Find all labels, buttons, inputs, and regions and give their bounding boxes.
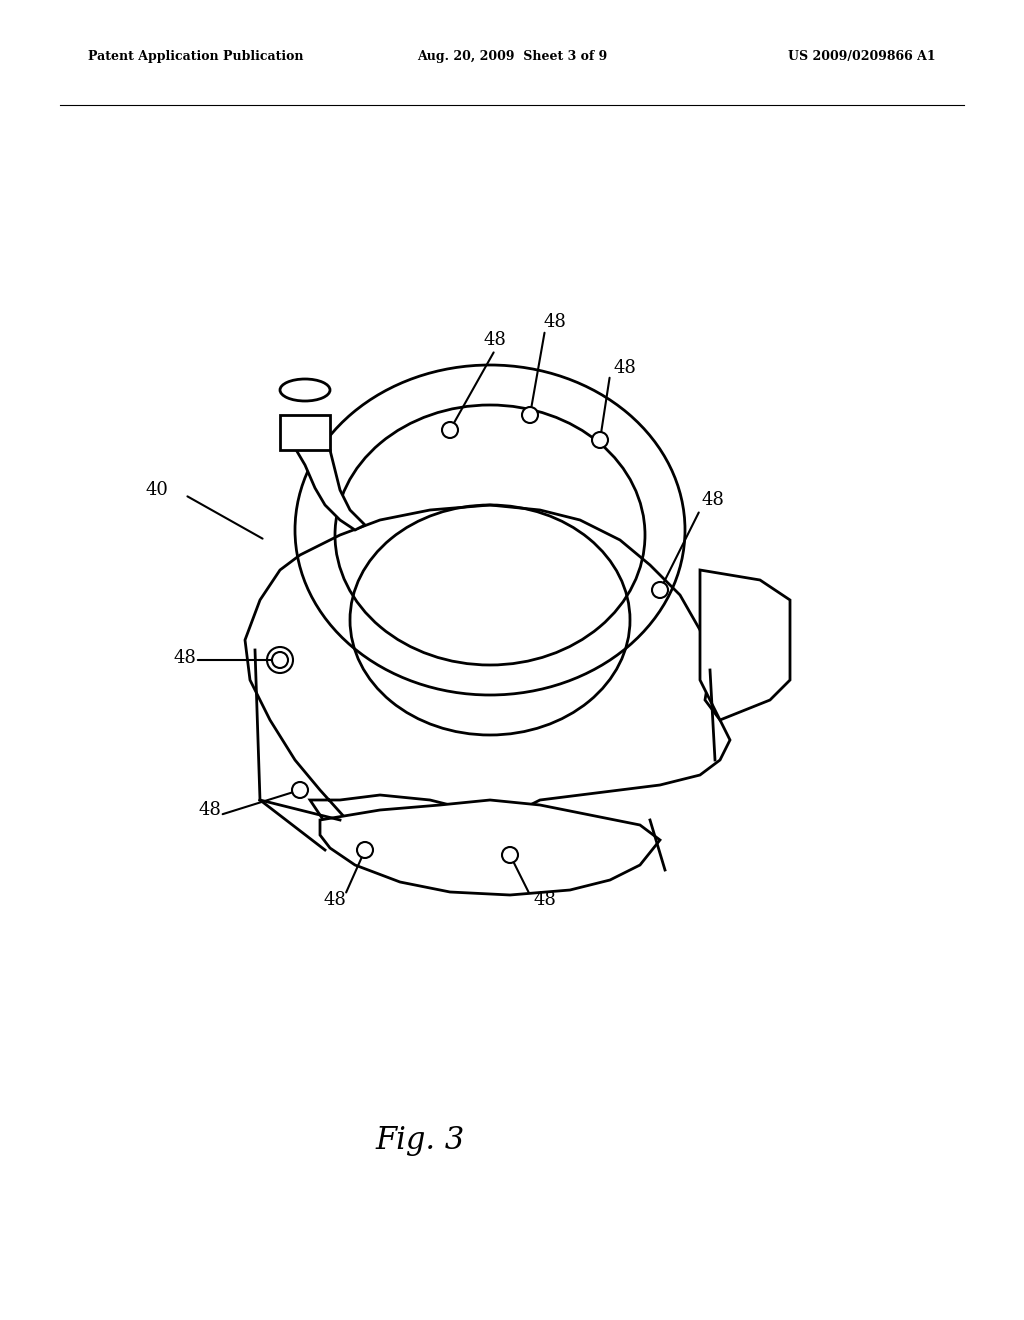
Text: 48: 48	[544, 313, 566, 331]
PathPatch shape	[700, 570, 790, 719]
Text: 48: 48	[324, 891, 346, 909]
Text: Fig. 3: Fig. 3	[376, 1125, 465, 1156]
Circle shape	[592, 432, 608, 447]
PathPatch shape	[245, 506, 730, 840]
Text: 48: 48	[701, 491, 724, 510]
Text: 40: 40	[145, 480, 168, 499]
Circle shape	[272, 652, 288, 668]
Circle shape	[357, 842, 373, 858]
Text: Aug. 20, 2009  Sheet 3 of 9: Aug. 20, 2009 Sheet 3 of 9	[417, 50, 607, 63]
PathPatch shape	[290, 430, 365, 531]
Ellipse shape	[280, 379, 330, 401]
Circle shape	[652, 582, 668, 598]
Text: 48: 48	[199, 801, 221, 818]
Circle shape	[522, 407, 538, 422]
Text: Patent Application Publication: Patent Application Publication	[88, 50, 303, 63]
Text: 48: 48	[534, 891, 556, 909]
Text: 48: 48	[613, 359, 637, 378]
Text: 48: 48	[173, 649, 197, 667]
PathPatch shape	[319, 800, 660, 895]
Text: 48: 48	[483, 331, 507, 348]
Circle shape	[502, 847, 518, 863]
PathPatch shape	[280, 414, 330, 450]
Circle shape	[292, 781, 308, 799]
Text: US 2009/0209866 A1: US 2009/0209866 A1	[788, 50, 936, 63]
Circle shape	[442, 422, 458, 438]
